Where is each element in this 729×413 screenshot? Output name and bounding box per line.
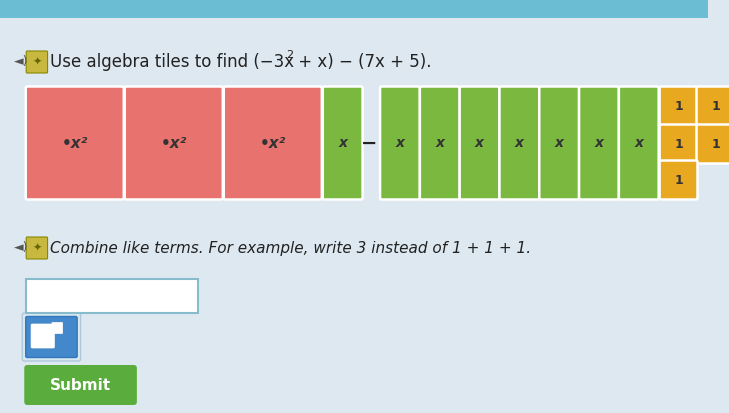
Text: ✦: ✦	[32, 57, 42, 67]
FancyBboxPatch shape	[660, 161, 698, 199]
Text: x: x	[395, 136, 405, 150]
FancyBboxPatch shape	[619, 86, 659, 199]
FancyBboxPatch shape	[26, 279, 198, 313]
Text: Use algebra tiles to find (−3x: Use algebra tiles to find (−3x	[50, 53, 295, 71]
Bar	[0, 0, 708, 18]
FancyBboxPatch shape	[31, 324, 55, 348]
Text: x: x	[634, 136, 643, 150]
FancyBboxPatch shape	[24, 365, 137, 405]
FancyBboxPatch shape	[52, 323, 63, 334]
FancyBboxPatch shape	[26, 237, 47, 259]
FancyBboxPatch shape	[23, 313, 81, 361]
FancyBboxPatch shape	[224, 86, 321, 199]
FancyBboxPatch shape	[420, 86, 460, 199]
FancyBboxPatch shape	[499, 86, 539, 199]
FancyBboxPatch shape	[460, 86, 499, 199]
Text: 1: 1	[711, 100, 720, 112]
FancyBboxPatch shape	[26, 51, 47, 73]
FancyBboxPatch shape	[579, 86, 619, 199]
FancyBboxPatch shape	[26, 316, 77, 358]
FancyBboxPatch shape	[696, 86, 729, 126]
Text: 1: 1	[674, 100, 683, 112]
Text: x: x	[594, 136, 604, 150]
FancyBboxPatch shape	[539, 86, 579, 199]
FancyBboxPatch shape	[125, 86, 223, 199]
Text: x: x	[338, 136, 347, 150]
Text: −: −	[361, 133, 377, 152]
Text: Combine like terms. For example, write 3 instead of 1 + 1 + 1.: Combine like terms. For example, write 3…	[50, 240, 531, 256]
FancyBboxPatch shape	[660, 124, 698, 164]
FancyBboxPatch shape	[660, 86, 698, 126]
Text: x: x	[515, 136, 524, 150]
Text: •x²: •x²	[62, 135, 88, 150]
Text: x: x	[555, 136, 564, 150]
Text: 1: 1	[711, 138, 720, 150]
Text: •x²: •x²	[160, 135, 187, 150]
Text: ◄): ◄)	[14, 55, 28, 69]
Text: 2: 2	[286, 50, 294, 60]
Text: + x) − (7x + 5).: + x) − (7x + 5).	[293, 53, 432, 71]
Text: 1: 1	[674, 138, 683, 150]
Text: x: x	[475, 136, 484, 150]
FancyBboxPatch shape	[323, 86, 362, 199]
Text: ◄): ◄)	[14, 242, 28, 254]
FancyBboxPatch shape	[380, 86, 420, 199]
Text: Submit: Submit	[50, 377, 111, 392]
FancyBboxPatch shape	[696, 124, 729, 164]
FancyBboxPatch shape	[26, 86, 124, 199]
Text: x: x	[435, 136, 444, 150]
Text: •x²: •x²	[260, 135, 286, 150]
Text: 1: 1	[674, 173, 683, 187]
Text: ✦: ✦	[32, 243, 42, 253]
